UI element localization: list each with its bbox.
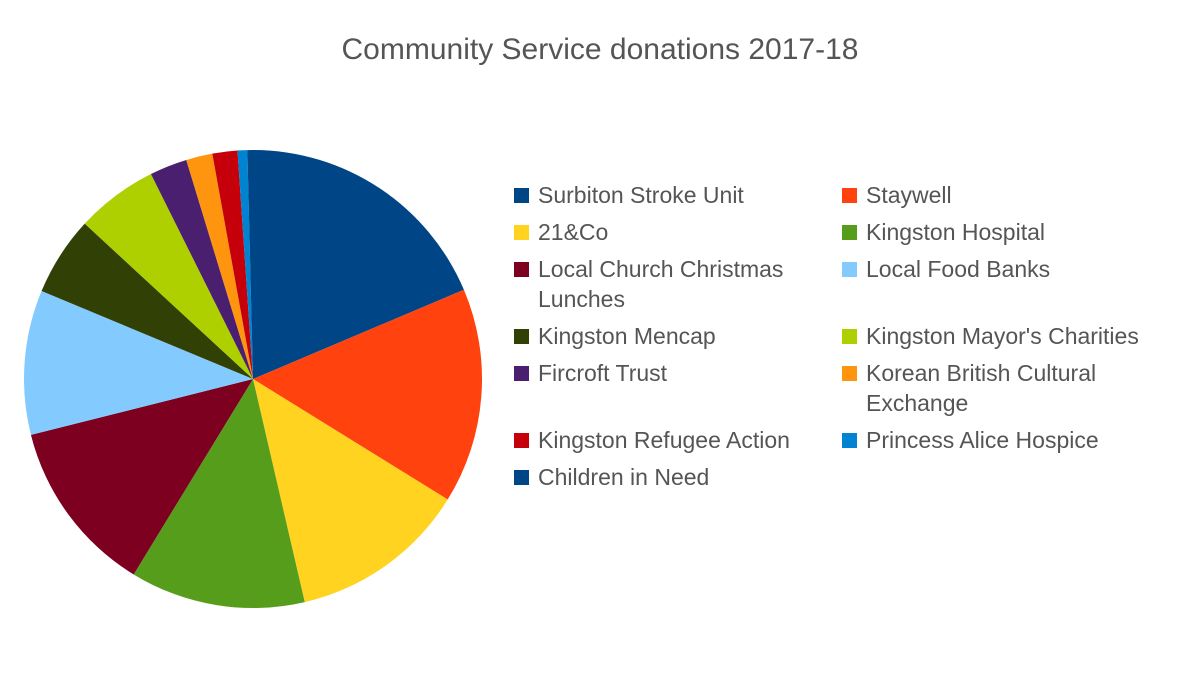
legend-swatch: [514, 433, 529, 448]
legend-swatch: [514, 225, 529, 240]
legend-label: Kingston Mencap: [538, 323, 716, 349]
legend-label: Korean British Cultural Exchange: [866, 360, 1097, 416]
legend-label: Local Church Christmas Lunches: [538, 256, 784, 312]
legend-swatch: [514, 262, 529, 277]
legend-swatch: [514, 470, 529, 485]
legend-label: Kingston Hospital: [866, 219, 1045, 245]
legend-item: Kingston Hospital: [842, 217, 1170, 247]
legend-label: Kingston Mayor's Charities: [866, 323, 1139, 349]
legend-swatch: [514, 329, 529, 344]
legend-label: Kingston Refugee Action: [538, 427, 790, 453]
pie-slice-10: [186, 153, 253, 379]
legend-label: Local Food Banks: [866, 256, 1051, 282]
legend-item: Princess Alice Hospice: [842, 425, 1170, 455]
chart-title: Community Service donations 2017-18: [341, 33, 859, 66]
legend-item: Kingston Mayor's Charities: [842, 321, 1170, 351]
legend-label: Fircroft Trust: [538, 360, 668, 386]
legend-swatch: [842, 188, 857, 203]
legend-item: Children in Need: [514, 462, 842, 492]
legend-item: Fircroft Trust: [514, 358, 842, 418]
legend-label: Children in Need: [538, 464, 710, 490]
chart-legend: Surbiton Stroke Unit Staywell 21&Co Kingsto…: [514, 180, 1184, 492]
pie-slice-2: [253, 289, 483, 500]
legend-label: 21&Co: [538, 219, 609, 245]
pie-slice-1: [253, 150, 464, 379]
legend-label: Surbiton Stroke Unit: [538, 182, 744, 208]
pie-slice-7: [41, 223, 253, 379]
pie-slice-5: [30, 379, 254, 575]
pie-slice-4: [133, 379, 305, 609]
legend-label: Princess Alice Hospice: [866, 427, 1099, 453]
pie-slice-12: [237, 150, 253, 379]
legend-item: Surbiton Stroke Unit: [514, 180, 842, 210]
legend-item: Local Food Banks: [842, 254, 1170, 314]
legend-swatch: [842, 262, 857, 277]
pie-slice-13: [247, 150, 253, 379]
legend-swatch: [842, 329, 857, 344]
pie-slice-11: [212, 150, 253, 379]
pie-slice-8: [84, 174, 253, 379]
legend-item: Kingston Mencap: [514, 321, 842, 351]
legend-swatch: [514, 188, 529, 203]
legend-swatch: [514, 366, 529, 381]
legend-item: Korean British Cultural Exchange: [842, 358, 1170, 418]
legend-item: 21&Co: [514, 217, 842, 247]
legend-item: Staywell: [842, 180, 1170, 210]
pie-slice-6: [24, 291, 254, 435]
legend-swatch: [842, 225, 857, 240]
legend-swatch: [842, 433, 857, 448]
legend-swatch: [842, 366, 857, 381]
pie-chart: [24, 150, 483, 609]
pie-slice-3: [253, 379, 448, 603]
pie-slice-9: [150, 159, 253, 379]
legend-item: Local Church Christmas Lunches: [514, 254, 842, 314]
legend-label: Staywell: [866, 182, 952, 208]
legend-item: Kingston Refugee Action: [514, 425, 842, 455]
